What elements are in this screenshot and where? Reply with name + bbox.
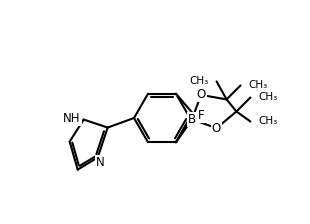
Text: O: O [212,122,221,135]
Text: CH₃: CH₃ [249,80,268,90]
Text: CH₃: CH₃ [259,93,278,103]
Text: N: N [96,156,105,169]
Text: B: B [188,113,196,126]
Text: CH₃: CH₃ [259,116,278,127]
Text: NH: NH [63,112,81,125]
Text: O: O [196,88,206,101]
Text: F: F [198,109,204,122]
Text: CH₃: CH₃ [189,76,209,86]
